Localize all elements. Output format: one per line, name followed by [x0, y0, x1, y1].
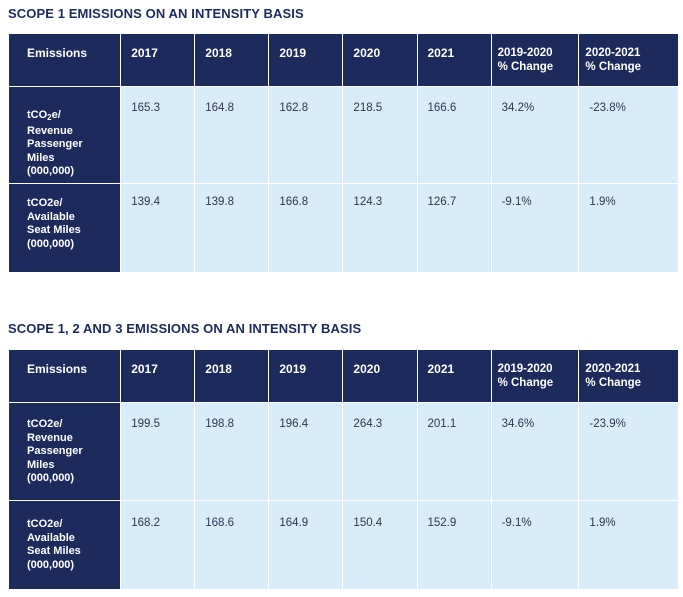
cell-2018: 164.8 [194, 86, 270, 184]
table-row: tCO2e/ Available Seat Miles (000,000) 13… [7, 183, 679, 273]
cell-2021: 126.7 [416, 183, 492, 273]
header-2018: 2018 [194, 349, 270, 403]
row-label-revenue-passenger-miles: tCO2e/ Revenue Passenger Miles (000,000) [7, 402, 122, 501]
header-pct-line2: % Change [585, 61, 642, 73]
header-pct-line1: 2019-2020 [497, 363, 553, 375]
cell-2017: 168.2 [120, 500, 196, 590]
row-label-available-seat-miles: tCO2e/ Available Seat Miles (000,000) [7, 183, 122, 273]
header-emissions: Emissions [7, 33, 122, 87]
label-line: tCO2e/ [27, 518, 63, 530]
section-title-scope1: SCOPE 1 EMISSIONS ON AN INTENSITY BASIS [8, 6, 304, 21]
header-2019: 2019 [268, 33, 344, 87]
header-2020: 2020 [342, 33, 418, 87]
header-2018: 2018 [194, 33, 270, 87]
label-line: tCO2e/ [27, 109, 61, 122]
table-row: tCO2e/ Available Seat Miles (000,000) 16… [7, 500, 679, 590]
section-title-scope123: SCOPE 1, 2 AND 3 EMISSIONS ON AN INTENSI… [8, 321, 362, 336]
header-2021: 2021 [416, 349, 492, 403]
header-pct-line2: % Change [497, 377, 554, 389]
header-pct-2019-2020: 2019-2020 % Change [490, 349, 580, 403]
cell-2019: 196.4 [268, 402, 344, 501]
label-line: (000,000) [27, 165, 75, 177]
cell-pct-2019-2020: -9.1% [490, 500, 580, 590]
label-line: Passenger [27, 138, 83, 150]
cell-2020: 124.3 [342, 183, 418, 273]
label-line: tCO2e/ [27, 418, 63, 430]
table-row: tCO2e/ Revenue Passenger Miles (000,000)… [7, 86, 679, 184]
cell-pct-2019-2020: -9.1% [490, 183, 580, 273]
cell-2018: 139.8 [194, 183, 270, 273]
table-header-row: Emissions 2017 2018 2019 2020 2021 2019-… [7, 33, 679, 87]
cell-2019: 162.8 [268, 86, 344, 184]
cell-pct-2020-2021: -23.9% [578, 402, 679, 501]
label-line: (000,000) [27, 237, 75, 250]
header-2019: 2019 [268, 349, 344, 403]
cell-2017: 165.3 [120, 86, 196, 184]
label-line: tCO2e/ [27, 197, 63, 209]
label-line: Revenue [27, 124, 73, 137]
header-emissions: Emissions [7, 349, 122, 403]
label-line: Available [27, 531, 75, 544]
cell-pct-2019-2020: 34.2% [490, 86, 580, 184]
cell-2018: 168.6 [194, 500, 270, 590]
header-pct-2020-2021: 2020-2021 % Change [578, 33, 679, 87]
cell-2021: 152.9 [416, 500, 492, 590]
label-line: Seat Miles [27, 545, 81, 557]
header-2017: 2017 [120, 33, 196, 87]
cell-2021: 201.1 [416, 402, 492, 501]
cell-2017: 199.5 [120, 402, 196, 501]
cell-pct-2020-2021: 1.9% [578, 500, 679, 590]
header-pct-line1: 2020-2021 [585, 47, 641, 59]
header-pct-2020-2021: 2020-2021 % Change [578, 349, 679, 403]
header-2020: 2020 [342, 349, 418, 403]
label-line: (000,000) [27, 558, 75, 571]
cell-2020: 150.4 [342, 500, 418, 590]
cell-2018: 198.8 [194, 402, 270, 501]
label-line: Available [27, 210, 75, 223]
header-pct-line2: % Change [585, 377, 642, 389]
cell-2021: 166.6 [416, 86, 492, 184]
label-line: Miles [27, 151, 55, 164]
label-line: Revenue [27, 431, 73, 444]
cell-pct-2020-2021: -23.8% [578, 86, 679, 184]
header-pct-line2: % Change [497, 61, 554, 73]
label-line: Seat Miles [27, 224, 81, 236]
label-line: Miles [27, 458, 55, 471]
cell-pct-2020-2021: 1.9% [578, 183, 679, 273]
cell-2019: 164.9 [268, 500, 344, 590]
header-pct-2019-2020: 2019-2020 % Change [490, 33, 580, 87]
header-pct-line1: 2020-2021 [585, 363, 641, 375]
table-header-row: Emissions 2017 2018 2019 2020 2021 2019-… [7, 349, 679, 403]
label-line: Passenger [27, 445, 83, 457]
header-2017: 2017 [120, 349, 196, 403]
row-label-available-seat-miles: tCO2e/ Available Seat Miles (000,000) [7, 500, 122, 590]
cell-2017: 139.4 [120, 183, 196, 273]
header-pct-line1: 2019-2020 [497, 47, 553, 59]
cell-pct-2019-2020: 34.6% [490, 402, 580, 501]
cell-2019: 166.8 [268, 183, 344, 273]
table-row: tCO2e/ Revenue Passenger Miles (000,000)… [7, 402, 679, 501]
label-line: (000,000) [27, 472, 75, 484]
scope1-intensity-table: Emissions 2017 2018 2019 2020 2021 2019-… [7, 33, 679, 273]
header-2021: 2021 [416, 33, 492, 87]
scope123-intensity-table: Emissions 2017 2018 2019 2020 2021 2019-… [7, 349, 679, 590]
cell-2020: 218.5 [342, 86, 418, 184]
row-label-revenue-passenger-miles: tCO2e/ Revenue Passenger Miles (000,000) [7, 86, 122, 184]
cell-2020: 264.3 [342, 402, 418, 501]
